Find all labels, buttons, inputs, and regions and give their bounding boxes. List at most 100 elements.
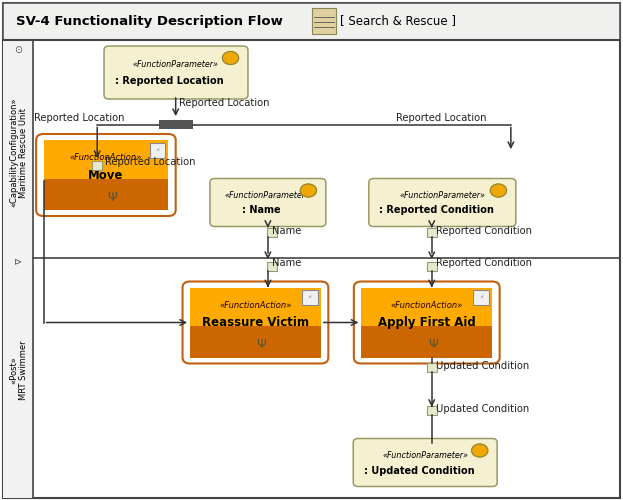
Bar [44, 178, 168, 182]
Bar [44, 144, 168, 147]
Bar [302, 290, 318, 305]
Bar [92, 161, 102, 170]
Bar [44, 189, 168, 192]
Bar [361, 288, 492, 291]
Bar [361, 288, 492, 326]
Bar [190, 312, 321, 316]
Text: [ Search & Rescue ]: [ Search & Rescue ] [340, 14, 455, 28]
Bar [150, 142, 165, 158]
Bar [44, 154, 168, 158]
FancyBboxPatch shape [104, 46, 248, 99]
Text: Reported Condition: Reported Condition [436, 258, 532, 268]
Bar [190, 316, 321, 319]
Bar [44, 196, 168, 200]
Bar [190, 294, 321, 298]
Bar [190, 326, 321, 330]
Bar [190, 319, 321, 322]
Bar [44, 203, 168, 206]
Bar [44, 186, 168, 189]
Text: Apply First Aid: Apply First Aid [378, 316, 475, 329]
Bar [44, 140, 168, 178]
Text: : Updated Condition: : Updated Condition [364, 466, 474, 475]
Bar [267, 262, 277, 271]
Bar [190, 333, 321, 336]
FancyBboxPatch shape [369, 178, 516, 226]
Bar [267, 228, 277, 237]
Bar [312, 8, 336, 34]
Text: ⚡: ⚡ [308, 295, 312, 300]
Bar [44, 161, 168, 164]
Bar [361, 302, 492, 305]
Circle shape [490, 184, 506, 197]
Text: «FunctionParameter»: «FunctionParameter» [382, 451, 468, 460]
Text: «Post»
MRT Swimmer: «Post» MRT Swimmer [9, 340, 29, 400]
Text: Name: Name [272, 226, 301, 236]
Text: Ψ: Ψ [107, 191, 117, 204]
Text: ⚡: ⚡ [155, 148, 159, 152]
Text: Updated Condition: Updated Condition [436, 404, 530, 414]
Text: Reported Location: Reported Location [105, 157, 195, 167]
Text: Updated Condition: Updated Condition [436, 361, 530, 371]
Bar [44, 158, 168, 161]
Bar [361, 319, 492, 322]
Text: Reassure Victim: Reassure Victim [202, 316, 309, 329]
Text: «FunctionAction»: «FunctionAction» [70, 153, 142, 162]
Bar [361, 316, 492, 319]
Bar [361, 354, 492, 358]
Text: «FunctionParameter»: «FunctionParameter» [133, 60, 219, 70]
Text: ⊙: ⊙ [14, 45, 22, 55]
Bar [44, 175, 168, 178]
Text: Reported Location: Reported Location [179, 98, 270, 108]
Text: «CapabilityConfiguration»
Maritime Rescue Unit: «CapabilityConfiguration» Maritime Rescu… [9, 98, 29, 208]
Bar [361, 294, 492, 298]
Bar [190, 322, 321, 326]
Bar [44, 192, 168, 196]
Text: Ψ: Ψ [257, 338, 267, 351]
Bar [159, 120, 193, 129]
Bar [44, 206, 168, 210]
Bar [190, 298, 321, 302]
Text: Reported Location: Reported Location [396, 113, 486, 123]
Bar [3, 40, 33, 498]
Text: Reported Location: Reported Location [34, 113, 125, 123]
FancyBboxPatch shape [210, 178, 326, 226]
Bar [190, 308, 321, 312]
Bar [190, 330, 321, 333]
Bar [427, 228, 437, 237]
Bar [190, 350, 321, 354]
Bar [190, 354, 321, 358]
Bar [190, 291, 321, 294]
Bar [427, 363, 437, 372]
Bar [190, 347, 321, 350]
Bar [190, 288, 321, 326]
Bar [361, 326, 492, 330]
Bar [427, 406, 437, 415]
Bar [361, 344, 492, 347]
Bar [44, 147, 168, 150]
Bar [190, 305, 321, 308]
Text: «FunctionAction»: «FunctionAction» [391, 300, 463, 310]
Bar [473, 290, 489, 305]
Text: SV-4 Functionality Description Flow: SV-4 Functionality Description Flow [16, 14, 282, 28]
FancyBboxPatch shape [353, 438, 497, 486]
Circle shape [300, 184, 316, 197]
Text: : Reported Location: : Reported Location [115, 76, 224, 86]
Bar [361, 330, 492, 333]
Bar [190, 288, 321, 291]
Bar [361, 308, 492, 312]
Text: Move: Move [88, 168, 123, 181]
Bar [44, 172, 168, 175]
Bar [361, 305, 492, 308]
Bar [361, 291, 492, 294]
Bar [361, 350, 492, 354]
Bar [361, 322, 492, 326]
Bar [44, 178, 168, 210]
FancyBboxPatch shape [3, 2, 620, 498]
Text: : Name: : Name [242, 206, 281, 216]
Circle shape [222, 52, 239, 64]
Text: «FunctionAction»: «FunctionAction» [219, 300, 292, 310]
Text: Reported Condition: Reported Condition [436, 226, 532, 236]
Bar [44, 182, 168, 186]
Text: ⚡: ⚡ [479, 295, 483, 300]
Bar [44, 168, 168, 172]
